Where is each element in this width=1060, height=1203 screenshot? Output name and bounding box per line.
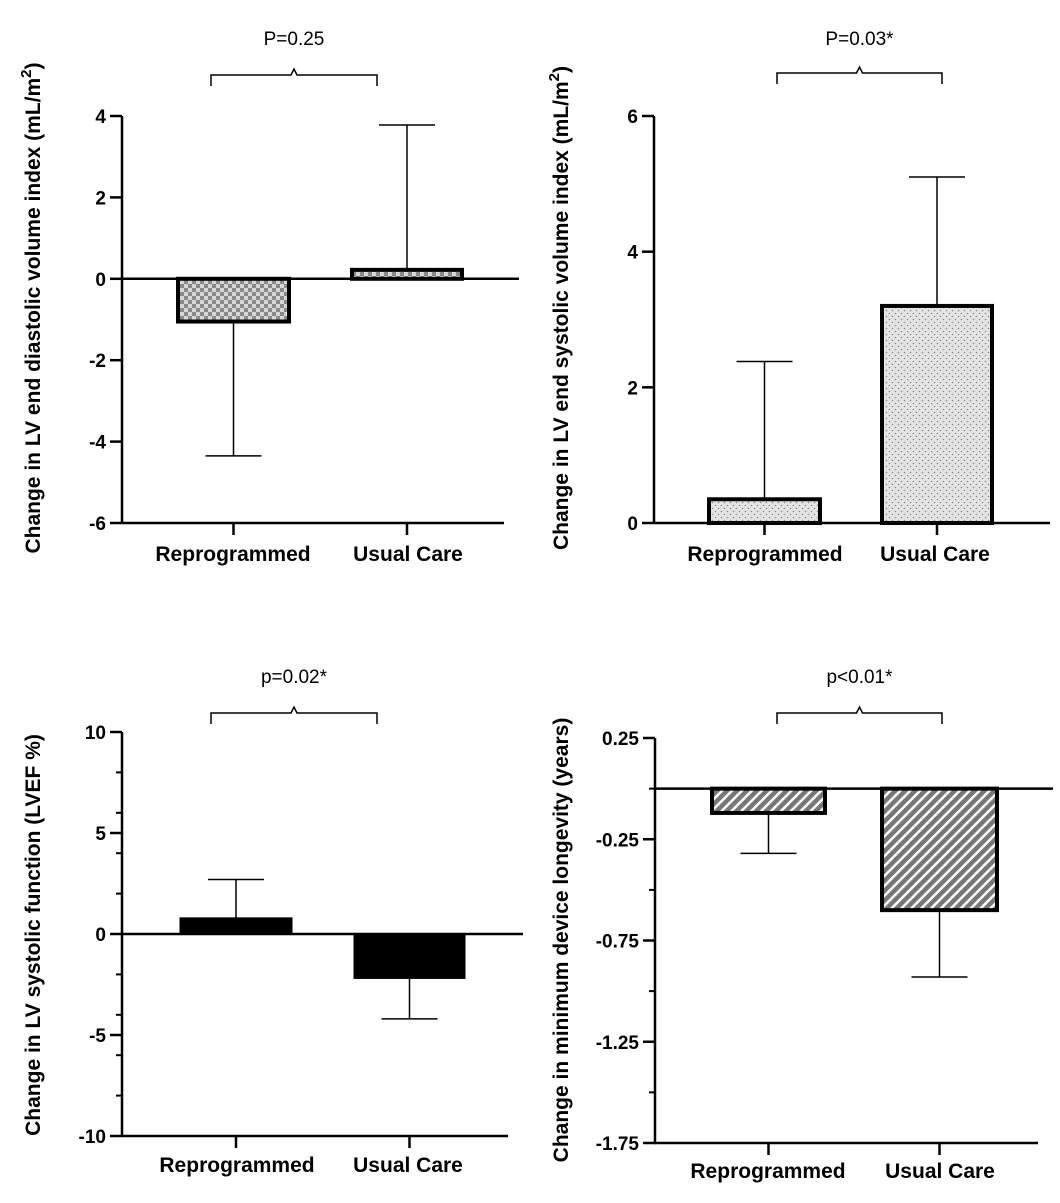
- bar-usual-care: [353, 933, 466, 979]
- y-tick-label: 5: [95, 824, 106, 845]
- y-tick-label: -4: [89, 433, 106, 454]
- y-tick-label: 6: [627, 107, 638, 128]
- y-axis-title-close: ): [22, 62, 45, 69]
- y-axis-title: Change in LV systolic function (LVEF %): [22, 734, 45, 1136]
- chart-panel-4: 0.25 -0.25 -0.75 -1.25 -1.75 Reprogrammed Usua…: [550, 667, 1053, 1183]
- y-tick-label: -0.75: [596, 932, 640, 953]
- significance-bracket: [776, 65, 943, 84]
- x-category-label: Reprogrammed: [687, 543, 842, 566]
- bar-usual-care: [880, 786, 999, 913]
- bar-reprogrammed: [176, 276, 291, 324]
- significance-label: P=0.03*: [825, 29, 894, 50]
- bar-reprogrammed: [710, 786, 827, 815]
- y-tick-label: 0.25: [602, 729, 639, 750]
- y-axis-title-text: Change in LV end systolic volume index (…: [550, 81, 573, 550]
- y-axis-title-close: ): [550, 66, 573, 73]
- chart-panel-1: 4 2 0 -2 -4 -6 Reprogrammed Usual Care P=0.25 Cha…: [18, 29, 519, 566]
- y-axis-title-text: Change in LV systolic function (LVEF %): [22, 734, 45, 1136]
- x-category-label: Reprogrammed: [690, 1160, 845, 1183]
- x-category-label: Usual Care: [353, 543, 463, 566]
- bar-usual-care: [880, 303, 994, 525]
- x-category-label: Reprogrammed: [159, 1154, 314, 1177]
- y-tick-label: 0: [627, 514, 638, 535]
- y-tick-label: 2: [627, 378, 638, 399]
- y-axis-title-superscript: 2: [546, 73, 563, 81]
- y-tick-label: 2: [95, 188, 106, 209]
- y-tick-label: -6: [89, 514, 106, 535]
- y-tick-label: 4: [627, 243, 638, 264]
- x-category-label: Usual Care: [885, 1160, 995, 1183]
- x-category-label: Usual Care: [353, 1154, 463, 1177]
- y-tick-label: -0.25: [596, 830, 640, 851]
- y-axis-title: Change in LV end systolic volume index (…: [546, 66, 573, 550]
- bar-reprogrammed: [707, 497, 822, 525]
- bar-reprogrammed: [179, 917, 293, 935]
- y-axis-title-text: Change in minimum device longevity (year…: [550, 718, 573, 1163]
- x-category-label: Usual Care: [880, 543, 990, 566]
- y-tick-label: 0: [95, 270, 106, 291]
- significance-bracket: [776, 705, 943, 724]
- y-tick-label: 10: [85, 723, 106, 744]
- significance-label: p<0.01*: [826, 667, 893, 688]
- chart-panel-3: 10 5 0 -5 -10 Reprogrammed Usual Care p=0.02* Ch…: [22, 667, 523, 1177]
- y-axis-title-text: Change in LV end diastolic volume index …: [22, 78, 45, 554]
- y-tick-label: -2: [89, 351, 106, 372]
- significance-label: P=0.25: [264, 29, 325, 50]
- significance-label: p=0.02*: [261, 667, 328, 688]
- bar-usual-care: [350, 267, 464, 281]
- y-tick-label: 0: [95, 925, 106, 946]
- chart-panel-2: 6 4 2 0 Reprogrammed Usual Care P=0.03* Change …: [546, 29, 1050, 566]
- x-category-label: Reprogrammed: [155, 543, 310, 566]
- significance-bracket: [210, 705, 378, 724]
- y-axis-title-superscript: 2: [18, 69, 35, 77]
- y-tick-label: -1.75: [596, 1134, 640, 1155]
- y-tick-label: -10: [79, 1127, 106, 1148]
- y-tick-label: 4: [95, 107, 106, 128]
- y-axis-title: Change in LV end diastolic volume index …: [18, 62, 45, 553]
- y-tick-label: -5: [89, 1026, 106, 1047]
- significance-bracket: [210, 67, 378, 86]
- y-tick-label: -1.25: [596, 1033, 640, 1054]
- y-axis-title: Change in minimum device longevity (year…: [550, 718, 573, 1163]
